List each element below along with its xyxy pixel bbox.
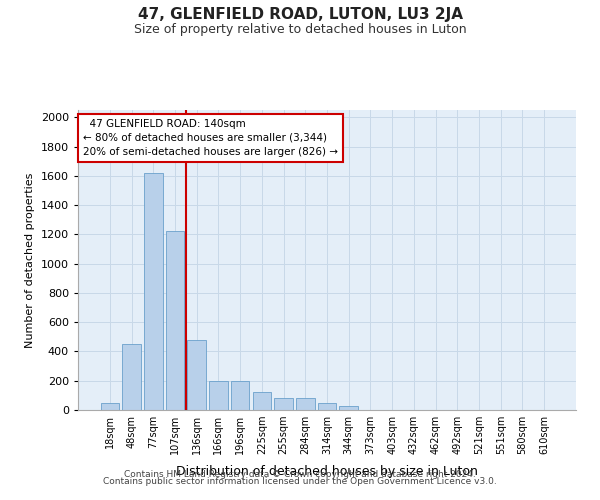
Text: Size of property relative to detached houses in Luton: Size of property relative to detached ho…: [134, 22, 466, 36]
Text: Contains HM Land Registry data © Crown copyright and database right 2024.: Contains HM Land Registry data © Crown c…: [124, 470, 476, 479]
Text: 47 GLENFIELD ROAD: 140sqm
← 80% of detached houses are smaller (3,344)
20% of se: 47 GLENFIELD ROAD: 140sqm ← 80% of detac…: [83, 119, 338, 157]
Text: 47, GLENFIELD ROAD, LUTON, LU3 2JA: 47, GLENFIELD ROAD, LUTON, LU3 2JA: [137, 8, 463, 22]
Bar: [209, 380, 227, 410]
Bar: [122, 344, 141, 410]
Bar: [296, 398, 314, 410]
Text: Contains public sector information licensed under the Open Government Licence v3: Contains public sector information licen…: [103, 478, 497, 486]
Bar: [166, 232, 184, 410]
X-axis label: Distribution of detached houses by size in Luton: Distribution of detached houses by size …: [176, 466, 478, 478]
Bar: [231, 380, 250, 410]
Bar: [253, 392, 271, 410]
Bar: [340, 406, 358, 410]
Bar: [318, 402, 336, 410]
Bar: [274, 398, 293, 410]
Bar: [144, 173, 163, 410]
Y-axis label: Number of detached properties: Number of detached properties: [25, 172, 35, 348]
Bar: [187, 340, 206, 410]
Bar: [101, 402, 119, 410]
